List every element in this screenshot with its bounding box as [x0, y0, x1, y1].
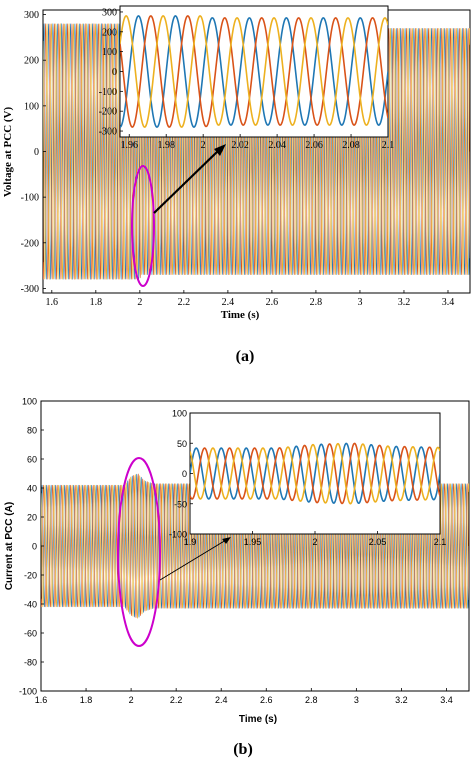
b-inset-y-tick-label: 100: [172, 409, 187, 419]
a-x-tick-label: 3.2: [398, 297, 411, 308]
caption-b: (b): [233, 741, 253, 758]
inset-x-ticks-b: 1.9 1.95 2 2.05 2.1: [184, 531, 447, 547]
inset-series-group-b: [190, 442, 440, 505]
b-inset-x-tick-label: 1.9: [184, 537, 197, 547]
a-y-tick-label: 300: [24, 10, 39, 21]
x-ticks-a: 1.6 1.8 2 2.2 2.4 2.6 2.8 3 3.2 3.4: [46, 290, 455, 308]
caption-a: (a): [236, 348, 255, 365]
b-x-tick-label: 3.4: [440, 695, 453, 705]
a-y-tick-label: 200: [24, 56, 39, 67]
b-x-tick-label: 2: [129, 695, 134, 705]
b-y-tick-label: -20: [24, 571, 37, 581]
a-inset-y-tick-label: -200: [99, 107, 117, 118]
b-y-tick-label: 100: [22, 397, 37, 407]
a-inset-x-tick-label: 2.02: [231, 140, 249, 151]
pointer-arrow-a: [153, 149, 220, 214]
a-inset-x-tick-label: 2: [201, 140, 206, 151]
pointer-arrowhead-a: [214, 144, 226, 156]
a-y-tick-label: -200: [21, 238, 39, 249]
b-y-tick-label: -80: [24, 658, 37, 668]
a-inset-x-tick-label: 1.96: [120, 140, 138, 151]
pointer-arrow-b: [159, 539, 227, 581]
a-inset-x-tick-label: 2.04: [268, 140, 286, 151]
a-inset-x-tick-label: 2.1: [382, 140, 395, 151]
b-x-tick-label: 3.2: [395, 695, 408, 705]
a-inset-y-tick-label: 100: [102, 47, 117, 58]
b-y-tick-label: -100: [19, 687, 37, 697]
y-axis-label-a: Voltage at PCC (V): [2, 107, 14, 198]
b-x-tick-label: 1.8: [80, 695, 93, 705]
a-inset-y-tick-label: -300: [99, 127, 117, 138]
a-inset-y-tick-label: 0: [112, 67, 117, 78]
a-inset-series-line-3: [120, 15, 388, 128]
b-series-line-3: [41, 474, 469, 619]
a-series-line-3: [43, 23, 470, 280]
inset-y-ticks-a: -300 -200 -100 0 100 200 300: [99, 7, 123, 138]
b-inset-x-tick-label: 1.95: [244, 537, 262, 547]
b-x-tick-label: 2.8: [305, 695, 318, 705]
a-inset-y-tick-label: -100: [99, 87, 117, 98]
b-inset-x-tick-label: 2.1: [434, 537, 447, 547]
a-inset-series-line-2: [120, 15, 388, 128]
a-x-tick-label: 3: [357, 297, 362, 308]
b-inset-y-tick-label: -100: [169, 530, 187, 540]
inset-series-group-a: [120, 15, 388, 128]
b-y-tick-label: -60: [24, 629, 37, 639]
chart-a: 1.6 1.8 2 2.2 2.4 2.6 2.8 3 3.2 3.4 -300 -200 -100 0…: [2, 5, 471, 321]
inset-x-ticks-a: 1.96 1.98 2 2.02 2.04 2.06 2.08 2.1: [120, 134, 394, 151]
a-x-tick-label: 1.6: [46, 297, 59, 308]
a-y-tick-label: 100: [24, 101, 39, 112]
x-ticks-b: 1.6 1.8 2 2.2 2.4 2.6 2.8 3 3.2 3.4: [35, 688, 453, 705]
b-inset-y-tick-label: 0: [182, 469, 187, 479]
b-x-tick-label: 2.6: [260, 695, 273, 705]
b-y-tick-label: 40: [27, 484, 37, 494]
a-inset-series-line-1: [120, 15, 388, 128]
b-inset-y-tick-label: 50: [177, 439, 187, 449]
a-y-tick-label: -100: [21, 193, 39, 204]
b-x-tick-label: 1.6: [35, 695, 48, 705]
b-inset-y-tick-label: -50: [174, 499, 187, 509]
a-x-tick-label: 2.8: [310, 297, 323, 308]
a-inset-x-tick-label: 2.06: [305, 140, 323, 151]
a-x-tick-label: 2: [137, 297, 142, 308]
a-inset-x-tick-label: 1.98: [157, 140, 175, 151]
highlight-ellipse-b: [117, 457, 161, 647]
a-inset-x-tick-label: 2.08: [342, 140, 360, 151]
a-y-tick-label: 0: [34, 147, 39, 158]
a-x-tick-label: 2.6: [266, 297, 279, 308]
inset-y-ticks-b: -100 -50 0 50 100: [169, 409, 193, 540]
y-ticks-b: -100 -80 -60 -40 -20 0 20 40 60 80 100: [19, 397, 44, 697]
y-ticks-a: -300 -200 -100 0 100 200 300: [21, 10, 46, 295]
a-x-tick-label: 2.2: [178, 297, 191, 308]
b-x-tick-label: 3: [354, 695, 359, 705]
y-axis-label-b: Current at PCC (A): [4, 502, 15, 590]
chart-b: 1.6 1.8 2 2.2 2.4 2.6 2.8 3 3.2 3.4 -100 -80 -60 -40…: [4, 397, 470, 725]
b-y-tick-label: -40: [24, 600, 37, 610]
b-y-tick-label: 80: [27, 426, 37, 436]
b-y-tick-label: 0: [32, 542, 37, 552]
pointer-arrowhead-b: [222, 537, 231, 544]
b-inset-series-line-2: [190, 442, 440, 505]
b-inset-series-line-3: [190, 442, 440, 505]
a-x-tick-label: 2.4: [222, 297, 235, 308]
b-x-tick-label: 2.2: [170, 695, 183, 705]
b-inset-x-tick-label: 2: [312, 537, 317, 547]
a-inset-y-tick-label: 300: [102, 7, 117, 18]
a-y-tick-label: -300: [21, 284, 39, 295]
a-series-line-1: [43, 23, 470, 280]
x-axis-label-a: Time (s): [221, 309, 260, 321]
b-y-tick-label: 20: [27, 513, 37, 523]
b-inset-x-tick-label: 2.05: [369, 537, 387, 547]
a-x-tick-label: 3.4: [442, 297, 455, 308]
b-y-tick-label: 60: [27, 455, 37, 465]
b-x-tick-label: 2.4: [215, 695, 228, 705]
highlight-ellipse-a: [131, 165, 155, 287]
a-inset-y-tick-label: 200: [102, 27, 117, 38]
x-axis-label-b: Time (s): [239, 714, 277, 725]
b-inset-series-line-1: [190, 442, 440, 505]
a-x-tick-label: 1.8: [90, 297, 103, 308]
